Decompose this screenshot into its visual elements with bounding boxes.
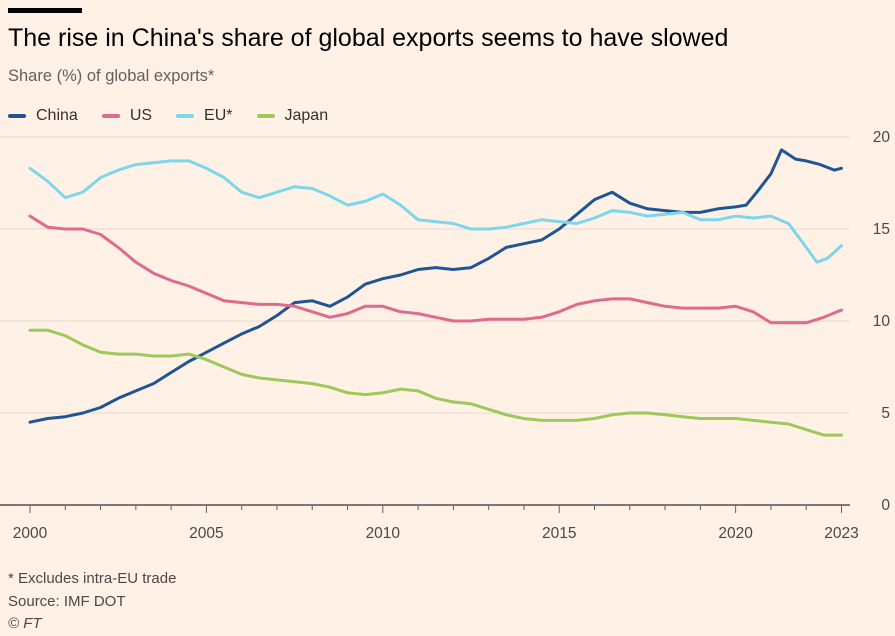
series-line-china [28,148,843,424]
credit-note: © FT [8,615,42,632]
legend-item-china: China [8,107,78,125]
legend-label-us: US [129,107,153,124]
series-line-eu [28,159,843,264]
legend-item-us: US [101,107,153,125]
y-tick-label-15: 15 [873,221,890,238]
chart-title: The rise in China's share of global expo… [8,24,729,52]
legend-label-japan: Japan [284,107,329,124]
footnote: * Excludes intra-EU trade [8,570,177,587]
chart-subtitle: Share (%) of global exports* [8,67,215,85]
legend-swatch-eu [176,114,195,118]
y-tick-label-5: 5 [881,405,890,422]
y-tick-label-20: 20 [873,129,891,146]
ft-top-bar [8,8,82,13]
y-tick-label-0: 0 [881,497,890,514]
x-tick-label-2015: 2015 [542,525,576,542]
legend-swatch-japan [256,114,275,118]
series-line-japan [28,328,843,437]
legend-label-china: China [36,107,78,124]
x-tick-label-2005: 2005 [189,525,223,542]
x-tick-label-2023: 2023 [824,525,858,542]
y-tick-label-10: 10 [873,313,891,330]
legend-label-eu: EU* [204,107,233,124]
source-note: Source: IMF DOT [8,593,126,610]
legend-item-japan: Japan [256,107,329,125]
x-tick-label-2000: 2000 [13,525,48,542]
legend-swatch-china [8,114,26,118]
x-tick-label-2010: 2010 [366,525,401,542]
series-line-us [28,214,843,325]
chart-legend: China US EU* Japan [8,107,352,125]
x-tick-label-2020: 2020 [718,525,753,542]
legend-item-eu: EU* [176,107,233,125]
legend-swatch-us [101,114,120,118]
